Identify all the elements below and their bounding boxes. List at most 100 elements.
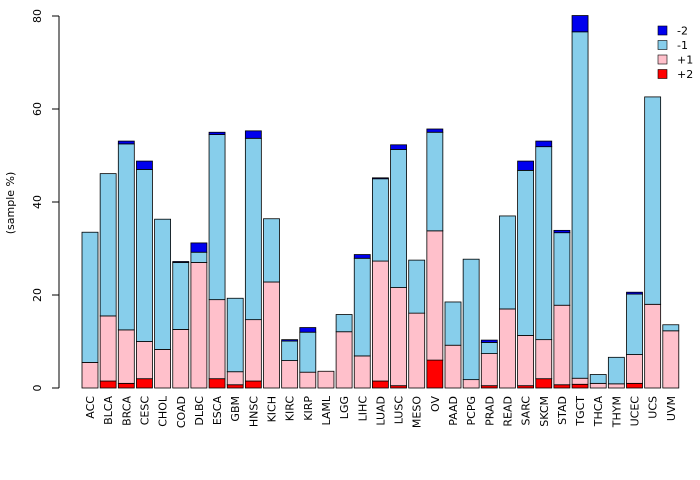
bar-segment [589, 374, 607, 384]
x-tick-label: SARC [520, 396, 533, 426]
bar-segment [626, 382, 643, 389]
bar-segment [553, 384, 571, 389]
bar-segment [571, 15, 589, 33]
x-tick-label: READ [501, 396, 514, 427]
bar-segment [644, 96, 662, 305]
bar-segment [662, 330, 680, 389]
bar-segment [154, 218, 172, 350]
bar-stack-lgg [335, 314, 353, 389]
x-tick-label: LAML [320, 395, 333, 425]
bar-segment [208, 131, 226, 135]
bar-segment [208, 299, 226, 380]
x-tick-label: CHOL [157, 395, 170, 427]
bar-segment [535, 339, 553, 380]
bar-stack-lusc [390, 144, 407, 389]
bar-segment [190, 262, 208, 389]
x-tick-label: CESC [138, 396, 151, 426]
bar-segment [553, 232, 571, 306]
bar-segment [299, 331, 317, 373]
x-tick-label: LUSC [393, 396, 406, 425]
bar-segment [353, 355, 371, 389]
bar-segment [136, 378, 153, 389]
bar-stack-skcm [535, 140, 553, 389]
legend: -2-1 +1+2 [657, 25, 693, 81]
y-tick-label: 0 [31, 385, 44, 392]
bar-stack-paad [444, 301, 462, 389]
bar-segment [117, 140, 135, 145]
bar-segment [335, 314, 353, 333]
x-tick-label: BLCA [102, 396, 115, 425]
bar-segment [281, 339, 299, 342]
bar-stack-hnsc [244, 130, 262, 389]
bar-segment [517, 169, 534, 336]
x-tick-label: UCS [647, 396, 660, 419]
legend-swatch [657, 25, 668, 36]
bar-segment [190, 251, 208, 263]
x-axis-labels: ACC BLCA BRCA CESC CHOL COAD DLBC ESCA GBM HNSC KI… [84, 395, 678, 428]
bar-stack-kich [263, 218, 280, 389]
x-tick-label: ACC [84, 396, 97, 419]
y-tick-label: 20 [31, 288, 44, 302]
bar-stack-luad [371, 177, 389, 389]
bar-segment [353, 254, 371, 259]
x-tick-label: MESO [411, 396, 424, 428]
bar-segment [136, 160, 153, 170]
bars-group [81, 15, 680, 389]
bar-segment [444, 301, 462, 346]
bar-segment [263, 281, 280, 389]
bar-segment [626, 293, 643, 355]
bar-segment [117, 382, 135, 389]
bar-stack-brca [117, 140, 135, 389]
bar-segment [99, 173, 117, 317]
bar-stack-tgct [571, 15, 589, 389]
x-tick-label: STAD [556, 396, 569, 425]
bar-segment [99, 315, 117, 382]
bar-segment [499, 308, 516, 389]
bar-stack-thym [607, 356, 625, 389]
bar-stack-pcpg [462, 258, 480, 389]
y-tick-label: 60 [31, 102, 44, 116]
bar-stack-laml [317, 370, 335, 389]
x-tick-label: PRAD [483, 396, 496, 426]
x-tick-label: UVM [665, 396, 678, 421]
bar-segment [353, 257, 371, 357]
x-tick-label: UCEC [629, 396, 642, 427]
bar-segment [371, 380, 389, 389]
bar-segment [571, 377, 589, 385]
x-tick-label: HNSC [247, 396, 260, 427]
x-tick-label: KIRC [284, 396, 297, 422]
bar-stack-stad [553, 229, 571, 389]
bar-stack-lihc [353, 254, 371, 389]
bar-stack-blca [99, 173, 117, 389]
bar-segment [607, 383, 625, 389]
bar-segment [81, 362, 99, 389]
x-tick-label: PAAD [447, 396, 460, 426]
bar-segment [444, 344, 462, 389]
bar-segment [408, 312, 426, 389]
bar-segment [371, 260, 389, 382]
x-tick-label: THCA [592, 396, 605, 428]
bar-segment [99, 380, 117, 389]
bar-stack-meso [408, 259, 426, 389]
bar-stack-prad [480, 339, 498, 389]
legend-swatch [657, 40, 668, 50]
bar-segment [535, 378, 553, 389]
legend-label: +2 [677, 68, 693, 81]
bar-segment [480, 342, 498, 354]
x-tick-label: DLBC [193, 396, 206, 426]
bar-segment [172, 329, 190, 389]
y-axis-label: (sample %) [4, 172, 17, 235]
x-tick-label: THYM [610, 396, 623, 428]
bar-segment [589, 382, 607, 389]
bar-segment [553, 229, 571, 234]
bar-stack-chol [154, 218, 172, 389]
y-tick-label: 80 [31, 9, 44, 23]
bar-segment [571, 383, 589, 389]
bar-segment [136, 169, 153, 342]
x-tick-label: OV [429, 396, 442, 412]
x-tick-label: KICH [266, 396, 279, 422]
bar-stack-acc [81, 231, 99, 389]
bar-segment [117, 143, 135, 331]
bar-segment [299, 327, 317, 333]
x-tick-label: COAD [175, 396, 188, 428]
